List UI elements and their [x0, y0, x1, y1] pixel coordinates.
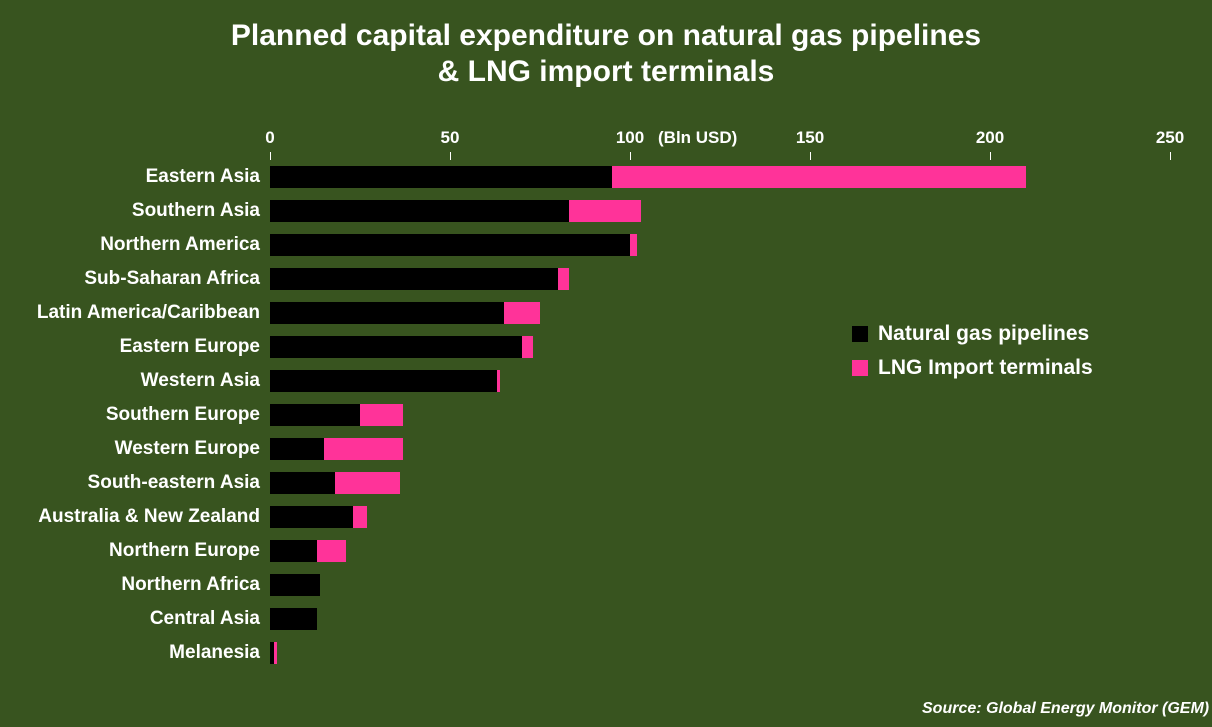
bar-segment-pipelines — [270, 574, 320, 596]
bar-segment-pipelines — [270, 268, 558, 290]
category-label: Southern Europe — [0, 404, 260, 426]
bar-segment-pipelines — [270, 234, 630, 256]
category-label: Eastern Asia — [0, 166, 260, 188]
bar-row — [270, 166, 1170, 188]
bar-row — [270, 438, 1170, 460]
x-tick-label: 150 — [785, 128, 835, 148]
bar-segment-lng — [335, 472, 400, 494]
x-tick-label: 250 — [1145, 128, 1195, 148]
source-text: Source: Global Energy Monitor (GEM) — [922, 700, 1209, 717]
category-label: Western Europe — [0, 438, 260, 460]
source-attribution: Source: Global Energy Monitor (GEM) — [922, 700, 1209, 718]
bar-segment-pipelines — [270, 608, 317, 630]
bar-segment-lng — [504, 302, 540, 324]
bar-row — [270, 472, 1170, 494]
category-label: Melanesia — [0, 642, 260, 664]
x-tick-mark — [990, 152, 991, 160]
bar-segment-pipelines — [270, 302, 504, 324]
bar-segment-lng — [558, 268, 569, 290]
bar-row — [270, 302, 1170, 324]
bar-row — [270, 574, 1170, 596]
bar-segment-lng — [353, 506, 367, 528]
bar-row — [270, 268, 1170, 290]
bar-segment-lng — [569, 200, 641, 222]
bar-segment-lng — [317, 540, 346, 562]
x-tick-mark — [1170, 152, 1171, 160]
axis-unit-label: (Bln USD) — [658, 128, 737, 148]
bar-segment-pipelines — [270, 438, 324, 460]
bar-segment-pipelines — [270, 404, 360, 426]
category-label: South-eastern Asia — [0, 472, 260, 494]
x-tick-mark — [810, 152, 811, 160]
category-label: Northern Africa — [0, 574, 260, 596]
bar-row — [270, 608, 1170, 630]
bar-row — [270, 370, 1170, 392]
title-line: Planned capital expenditure on natural g… — [231, 19, 981, 52]
x-tick-mark — [270, 152, 271, 160]
bar-row — [270, 404, 1170, 426]
bar-segment-lng — [630, 234, 637, 256]
bar-segment-lng — [522, 336, 533, 358]
category-label: Central Asia — [0, 608, 260, 630]
bar-segment-pipelines — [270, 540, 317, 562]
x-tick-mark — [450, 152, 451, 160]
bar-segment-pipelines — [270, 200, 569, 222]
bar-segment-pipelines — [270, 370, 497, 392]
category-label: Latin America/Caribbean — [0, 302, 260, 324]
bar-segment-pipelines — [270, 506, 353, 528]
bar-row — [270, 234, 1170, 256]
chart-container: Planned capital expenditure on natural g… — [0, 0, 1212, 727]
bar-row — [270, 200, 1170, 222]
bar-segment-lng — [612, 166, 1026, 188]
x-tick-label: 200 — [965, 128, 1015, 148]
chart-title: Planned capital expenditure on natural g… — [0, 18, 1212, 90]
x-tick-mark — [630, 152, 631, 160]
x-tick-label: 0 — [245, 128, 295, 148]
category-label: Western Asia — [0, 370, 260, 392]
bar-segment-lng — [497, 370, 501, 392]
category-label: Australia & New Zealand — [0, 506, 260, 528]
category-label: Northern Europe — [0, 540, 260, 562]
category-label: Northern America — [0, 234, 260, 256]
category-label: Eastern Europe — [0, 336, 260, 358]
bar-row — [270, 506, 1170, 528]
category-label: Sub-Saharan Africa — [0, 268, 260, 290]
bar-segment-lng — [360, 404, 403, 426]
x-tick-label: 50 — [425, 128, 475, 148]
bar-segment-pipelines — [270, 336, 522, 358]
x-tick-label: 100 — [605, 128, 655, 148]
bar-segment-lng — [324, 438, 403, 460]
title-line: & LNG import terminals — [438, 55, 775, 88]
category-label: Southern Asia — [0, 200, 260, 222]
bar-row — [270, 336, 1170, 358]
bar-segment-pipelines — [270, 472, 335, 494]
bar-row — [270, 540, 1170, 562]
bar-row — [270, 642, 1170, 664]
bar-segment-pipelines — [270, 166, 612, 188]
bar-segment-lng — [274, 642, 278, 664]
